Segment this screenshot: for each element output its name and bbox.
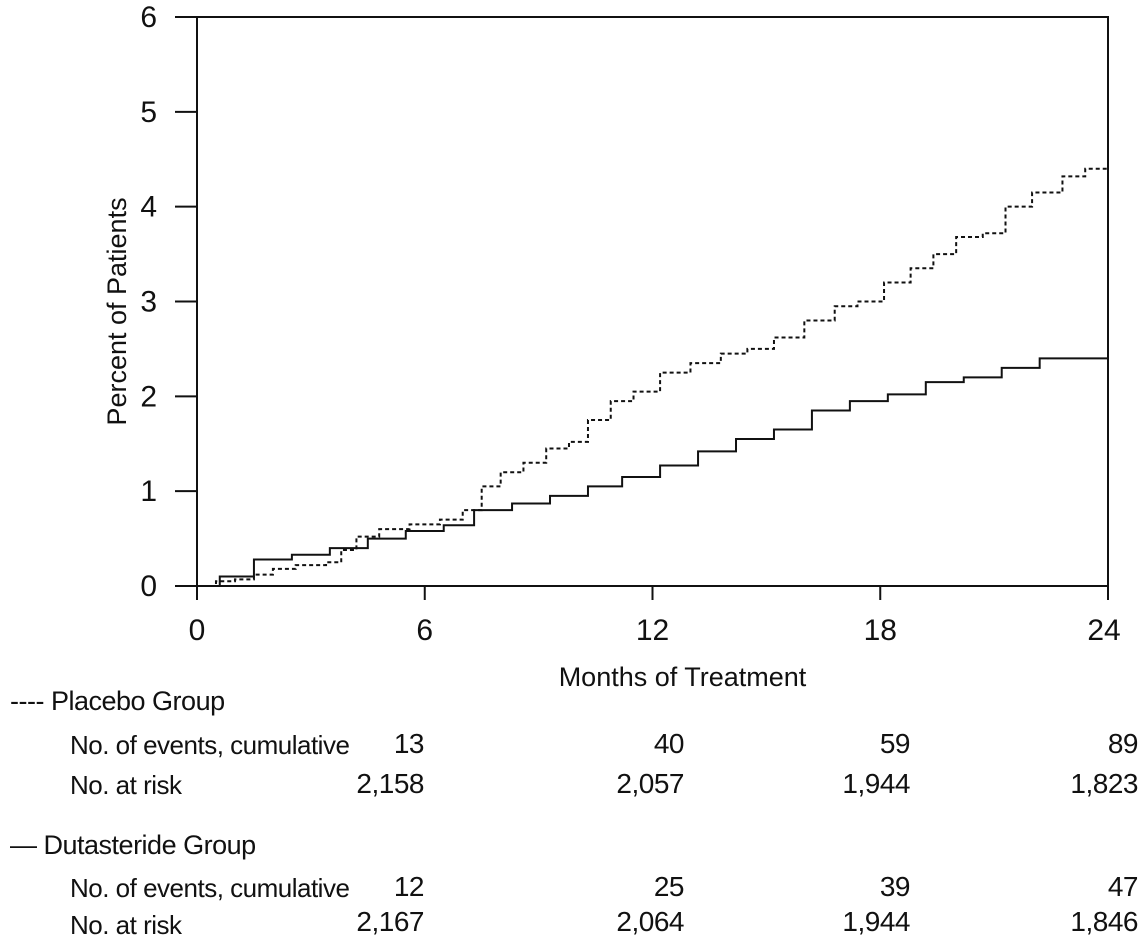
y-axis-title: Percent of Patients xyxy=(102,197,132,425)
y-axis-ticks: 0 1 2 3 4 5 6 xyxy=(140,1,197,603)
x-tick-label: 18 xyxy=(864,614,897,647)
placebo-risk-label: No. at risk xyxy=(70,770,182,800)
x-axis-ticks: 0 6 12 18 24 xyxy=(189,586,1121,647)
x-tick-label: 24 xyxy=(1087,614,1120,647)
dutasteride-risk-m12: 2,064 xyxy=(616,906,684,937)
y-tick-label: 2 xyxy=(140,380,157,413)
dutasteride-group-name: Dutasteride Group xyxy=(43,830,257,860)
placebo-risk-m18: 1,944 xyxy=(842,768,910,799)
placebo-risk-m12: 2,057 xyxy=(616,768,684,799)
dutasteride-risk-label: No. at risk xyxy=(70,910,182,940)
placebo-risk-m24: 1,823 xyxy=(1070,768,1138,799)
series-layer xyxy=(197,166,1109,587)
placebo-series-line xyxy=(197,166,1109,587)
x-tick-label: 12 xyxy=(636,614,669,647)
dutasteride-events-m18: 39 xyxy=(879,871,911,902)
x-tick-label: 0 xyxy=(189,614,206,647)
y-tick-label: 6 xyxy=(140,1,157,34)
y-tick-label: 1 xyxy=(140,475,157,508)
placebo-risk-m0: 2,158 xyxy=(356,768,424,799)
y-tick-label: 3 xyxy=(140,286,157,319)
dutasteride-events-m24: 47 xyxy=(1107,871,1139,902)
dutasteride-risk-m18: 1,944 xyxy=(842,906,910,937)
dutasteride-events-m0: 12 xyxy=(393,871,425,902)
placebo-events-label: No. of events, cumulative xyxy=(70,730,350,760)
dutasteride-legend-symbol: — xyxy=(10,830,37,860)
y-tick-label: 5 xyxy=(140,96,157,129)
placebo-events-m18: 59 xyxy=(879,728,911,759)
y-tick-label: 4 xyxy=(140,191,157,224)
x-tick-label: 6 xyxy=(416,614,433,647)
dutasteride-group-heading: — Dutasteride Group xyxy=(10,830,256,861)
dutasteride-risk-m24: 1,846 xyxy=(1070,906,1138,937)
x-axis-title: Months of Treatment xyxy=(559,662,807,692)
plot-frame xyxy=(196,16,1109,587)
y-tick-label: 0 xyxy=(140,570,157,603)
placebo-events-m24: 89 xyxy=(1107,728,1139,759)
dutasteride-series-line xyxy=(197,357,1108,587)
plot-area xyxy=(196,16,1109,587)
placebo-events-m0: 13 xyxy=(393,728,425,759)
dutasteride-events-label: No. of events, cumulative xyxy=(70,873,350,903)
placebo-events-m12: 40 xyxy=(653,728,685,759)
dutasteride-events-m12: 25 xyxy=(653,871,685,902)
dutasteride-risk-m0: 2,167 xyxy=(356,906,424,937)
